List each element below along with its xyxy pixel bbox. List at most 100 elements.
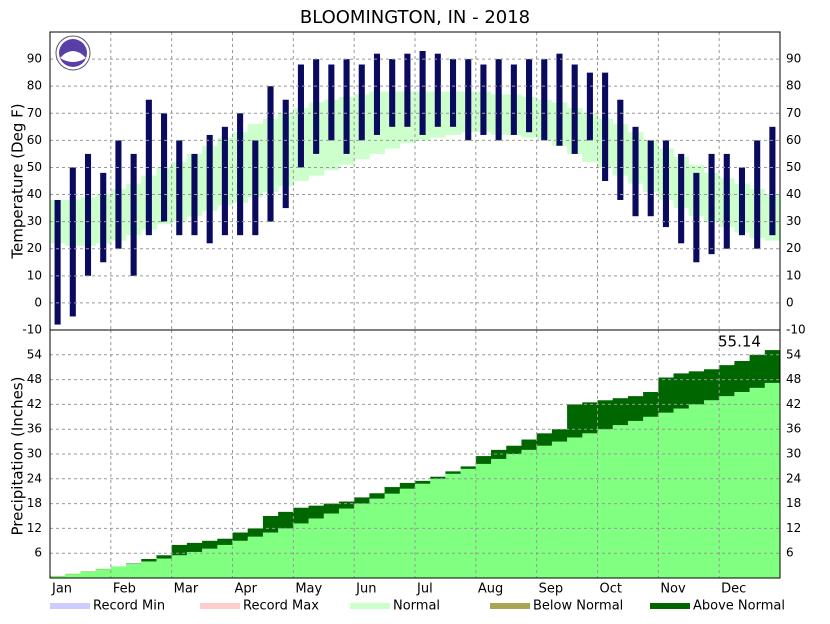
normal-area: [400, 489, 416, 578]
normal-area: [734, 392, 750, 578]
y-tick-label: 40: [27, 187, 42, 201]
temperature-bar: [587, 73, 593, 141]
y-axis-label: Temperature (Deg F): [9, 103, 27, 259]
y2-tick-label: 40: [786, 187, 801, 201]
y-tick-label: 48: [27, 372, 42, 386]
y2-tick-label: 50: [786, 160, 801, 174]
noaa-logo: [56, 36, 90, 70]
temperature-bar: [435, 54, 441, 127]
above-normal: [339, 502, 355, 509]
normal-area: [765, 383, 781, 578]
y-tick-label: 60: [27, 133, 42, 147]
above-normal: [309, 506, 325, 519]
y-tick-label: 0: [34, 295, 42, 309]
above-normal: [369, 493, 385, 498]
above-normal: [263, 516, 279, 533]
temperature-bar: [313, 59, 319, 154]
y2-tick-label: 24: [786, 471, 801, 485]
normal-area: [385, 494, 401, 578]
temperature-bar: [359, 65, 365, 141]
y-tick-label: 42: [27, 397, 42, 411]
y2-tick-label: 0: [786, 295, 794, 309]
above-normal: [461, 466, 477, 468]
temperature-bar: [617, 100, 623, 200]
normal-area: [445, 474, 461, 578]
normal-area: [339, 509, 355, 578]
above-normal: [217, 539, 233, 545]
above-normal: [278, 512, 294, 529]
normal-area: [96, 569, 112, 578]
above-normal: [750, 355, 766, 388]
above-normal: [582, 402, 598, 433]
above-normal: [674, 373, 690, 408]
y2-tick-label: 6: [786, 546, 794, 560]
temperature-bar: [222, 127, 228, 235]
temperature-bar: [465, 59, 471, 140]
normal-area: [233, 541, 249, 578]
legend-swatch: [490, 603, 530, 609]
y2-tick-label: 20: [786, 241, 801, 255]
above-normal: [491, 450, 507, 459]
temperature-bar: [739, 167, 745, 235]
temperature-bar: [283, 100, 289, 208]
y2-tick-label: -10: [786, 323, 806, 337]
normal-area: [172, 555, 188, 578]
above-normal: [202, 541, 218, 549]
above-normal: [719, 365, 735, 396]
y2-tick-label: 18: [786, 496, 801, 510]
temperature-bar: [85, 154, 91, 276]
temperature-bar: [556, 54, 562, 146]
above-normal: [506, 446, 522, 454]
legend-label: Record Min: [93, 599, 165, 614]
chart-title: BLOOMINGTON, IN - 2018: [300, 7, 530, 28]
above-normal: [324, 504, 340, 514]
temperature-bar: [511, 65, 517, 135]
temperature-bar: [267, 86, 273, 221]
temperature-bar: [709, 154, 715, 254]
temperature-bar: [176, 140, 182, 235]
above-normal: [156, 555, 172, 558]
y-tick-label: 36: [27, 422, 42, 436]
temperature-bar: [496, 59, 502, 140]
normal-area: [80, 571, 96, 578]
y2-tick-label: 36: [786, 422, 801, 436]
y2-tick-label: 90: [786, 52, 801, 66]
above-normal: [476, 456, 492, 464]
temperature-bar: [131, 154, 137, 276]
normal-area: [476, 464, 492, 578]
temperature-bar: [237, 113, 243, 235]
normal-area: [126, 564, 142, 578]
x-tick-label: Oct: [600, 582, 622, 597]
y-tick-label: 54: [27, 347, 42, 361]
y2-tick-label: 30: [786, 214, 801, 228]
y-tick-label: 24: [27, 471, 42, 485]
above-normal: [658, 378, 674, 413]
y2-tick-label: 70: [786, 106, 801, 120]
above-normal: [430, 477, 446, 479]
temperature-bar: [404, 54, 410, 127]
normal-area: [111, 566, 127, 578]
above-normal: [293, 508, 309, 524]
normal-area: [263, 533, 279, 578]
y-tick-label: 50: [27, 160, 42, 174]
y2-tick-label: 60: [786, 133, 801, 147]
normal-area: [141, 561, 157, 578]
temperature-bar: [648, 140, 654, 216]
above-normal: [141, 559, 157, 561]
above-normal: [445, 471, 461, 473]
x-tick-label: Jun: [355, 582, 376, 597]
y2-tick-label: 10: [786, 268, 801, 282]
x-tick-label: Apr: [235, 582, 258, 597]
normal-area: [217, 545, 233, 578]
y-tick-label: 20: [27, 241, 42, 255]
x-tick-label: Nov: [660, 582, 686, 597]
y-tick-label: 12: [27, 521, 42, 535]
temperature-bar: [252, 140, 258, 235]
normal-area: [202, 549, 218, 578]
temperature-bar: [344, 59, 350, 154]
temperature-bar: [724, 154, 730, 249]
x-tick-label: Feb: [113, 582, 136, 597]
y-tick-label: -10: [22, 323, 42, 337]
temperature-bar: [526, 59, 532, 132]
